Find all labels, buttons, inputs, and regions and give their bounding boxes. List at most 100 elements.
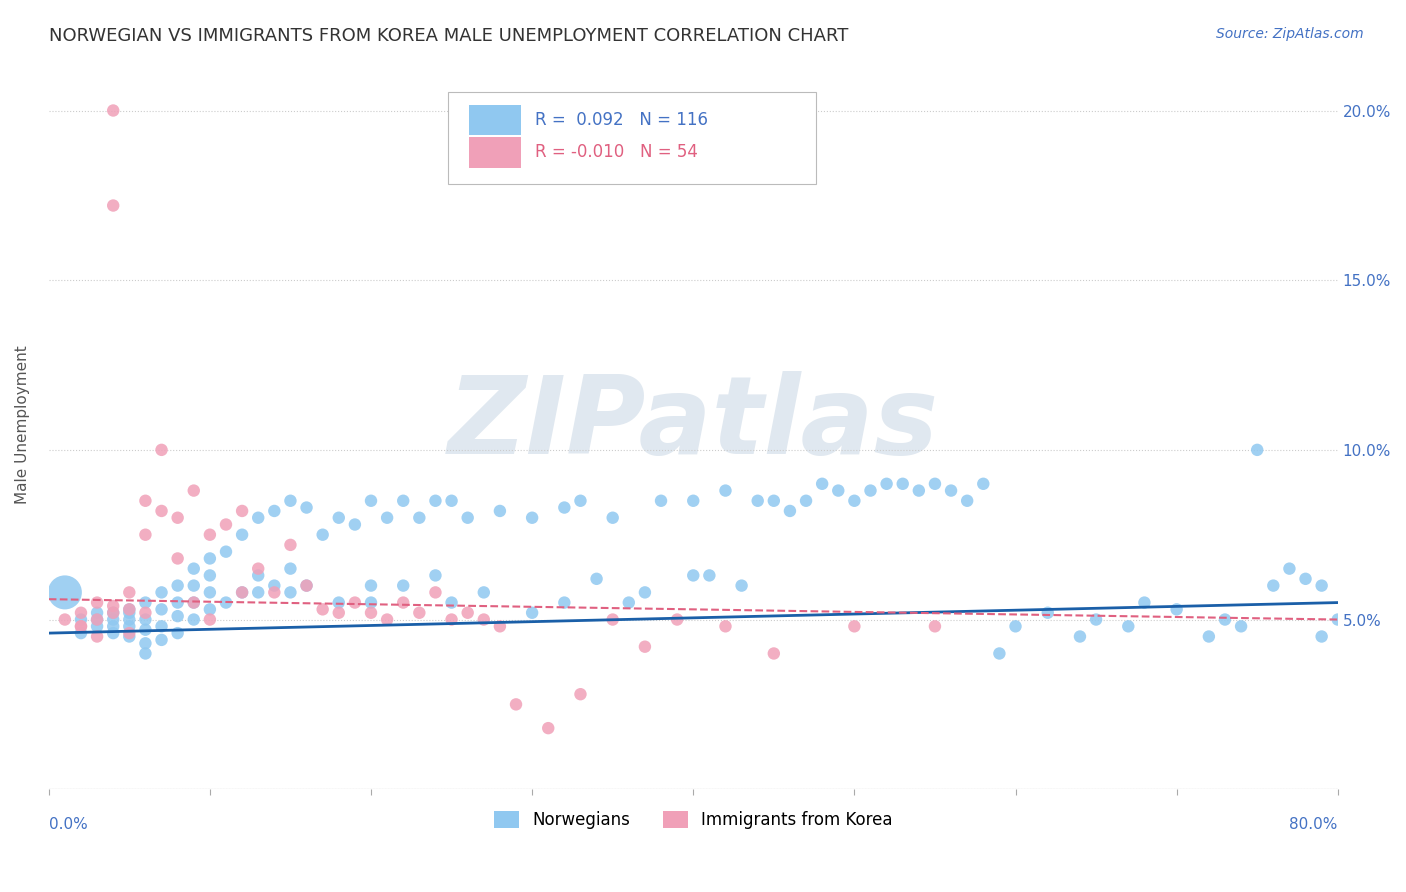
Point (70, 619, 93, 633)
Point (360, 493, 382, 508)
Point (70, 613, 93, 627)
Point (166, 551, 188, 566)
Point (794, 493, 817, 508)
Point (876, 476, 898, 491)
Point (166, 510, 188, 524)
Point (988, 647, 1011, 661)
Point (762, 493, 785, 508)
Point (440, 596, 463, 610)
Point (1116, 619, 1139, 633)
Point (457, 510, 479, 524)
Point (198, 568, 221, 582)
Point (634, 640, 657, 654)
Point (1004, 619, 1026, 633)
Point (343, 517, 366, 532)
Point (215, 544, 238, 558)
Point (103, 599, 125, 613)
Point (183, 561, 205, 575)
Point (103, 198, 125, 212)
Point (247, 510, 270, 524)
Point (1310, 630, 1333, 644)
Point (150, 602, 173, 616)
Point (295, 579, 318, 593)
Point (231, 585, 253, 599)
Point (328, 510, 350, 524)
Point (247, 561, 270, 575)
Point (311, 602, 333, 616)
Point (505, 698, 527, 712)
Point (1198, 630, 1220, 644)
Point (553, 596, 575, 610)
FancyBboxPatch shape (470, 137, 520, 168)
Point (908, 483, 931, 498)
Point (247, 568, 270, 582)
Text: R =  0.092   N = 116: R = 0.092 N = 116 (534, 112, 707, 129)
Point (215, 596, 238, 610)
Point (166, 596, 188, 610)
Point (844, 619, 866, 633)
Point (263, 504, 285, 518)
Point (247, 585, 270, 599)
Point (972, 476, 994, 491)
Point (134, 493, 156, 508)
Point (1246, 442, 1268, 457)
Point (939, 483, 962, 498)
Point (360, 596, 382, 610)
Point (617, 596, 640, 610)
Point (747, 493, 769, 508)
Point (1085, 613, 1108, 627)
Point (408, 510, 430, 524)
Point (714, 483, 737, 498)
Point (585, 572, 607, 586)
Point (682, 568, 704, 582)
Point (1069, 630, 1091, 644)
Point (118, 626, 141, 640)
Point (360, 579, 382, 593)
Text: NORWEGIAN VS IMMIGRANTS FROM KOREA MALE UNEMPLOYMENT CORRELATION CHART: NORWEGIAN VS IMMIGRANTS FROM KOREA MALE … (49, 27, 849, 45)
Point (714, 619, 737, 633)
Point (150, 504, 173, 518)
Point (166, 579, 188, 593)
Point (682, 493, 704, 508)
Point (86, 630, 108, 644)
Point (537, 721, 560, 735)
Point (1278, 561, 1301, 575)
Point (118, 585, 141, 599)
Point (70, 619, 93, 633)
Point (1133, 596, 1156, 610)
Point (328, 596, 350, 610)
Point (360, 606, 382, 620)
Point (1036, 606, 1059, 620)
Point (440, 493, 463, 508)
Point (134, 606, 156, 620)
Point (183, 483, 205, 498)
Point (280, 585, 302, 599)
Point (569, 687, 592, 701)
Point (86, 613, 108, 627)
Point (1213, 613, 1236, 627)
Point (457, 606, 479, 620)
Point (602, 510, 624, 524)
Point (859, 483, 882, 498)
Point (215, 517, 238, 532)
Point (150, 619, 173, 633)
Point (343, 596, 366, 610)
Point (489, 504, 512, 518)
Text: Source: ZipAtlas.com: Source: ZipAtlas.com (1216, 27, 1364, 41)
Point (103, 606, 125, 620)
Point (53, 585, 76, 599)
Point (86, 596, 108, 610)
Point (166, 626, 188, 640)
Point (520, 510, 543, 524)
Point (198, 527, 221, 541)
Point (730, 579, 752, 593)
Point (295, 579, 318, 593)
Point (1310, 579, 1333, 593)
Point (924, 476, 946, 491)
Point (924, 619, 946, 633)
Point (392, 579, 415, 593)
Text: 0.0%: 0.0% (49, 817, 87, 832)
Point (472, 585, 495, 599)
Point (118, 602, 141, 616)
Point (392, 493, 415, 508)
